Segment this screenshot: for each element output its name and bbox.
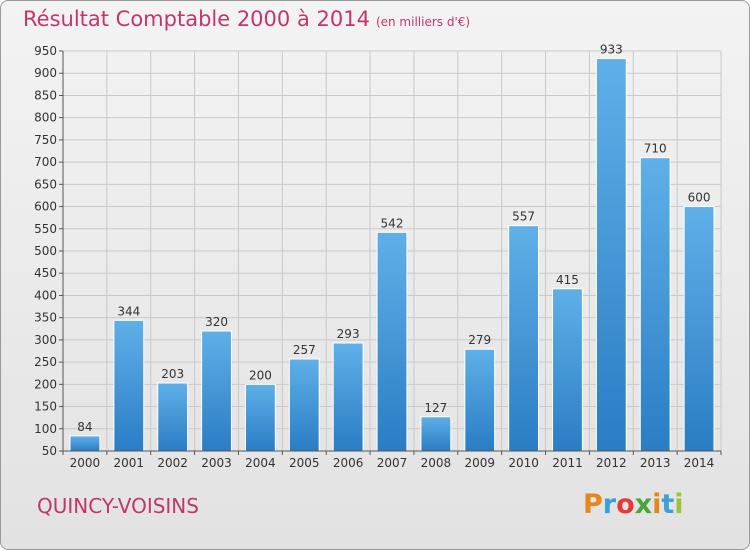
x-tick-label: 2004 (245, 456, 276, 470)
title-text: Résultat Comptable 2000 à 2014 (23, 7, 370, 31)
x-tick-label: 2007 (377, 456, 408, 470)
logo-letter: i (652, 489, 662, 520)
y-tick-label: 250 (34, 355, 57, 369)
y-tick-label: 650 (34, 177, 57, 191)
bar (595, 58, 627, 452)
y-tick-label: 850 (34, 88, 57, 102)
bar (157, 382, 189, 452)
value-label: 933 (600, 43, 623, 57)
value-label: 320 (205, 315, 228, 329)
x-tick-labels: 2000 2001 2002 2003 2004 2005 2006 2007 2008 2009… (70, 456, 715, 470)
y-tick-label: 450 (34, 266, 57, 280)
y-tick-label: 800 (34, 111, 57, 125)
y-tick-label: 400 (34, 288, 57, 302)
bar (332, 342, 364, 452)
x-tick-label: 2013 (640, 456, 671, 470)
commune-name: QUINCY-VOISINS (37, 494, 199, 518)
y-tick-label: 100 (34, 422, 57, 436)
value-label: 710 (644, 142, 667, 156)
value-label: 257 (293, 343, 316, 357)
bar (508, 225, 540, 452)
y-tick-label: 350 (34, 311, 57, 325)
logo-letter: o (616, 489, 635, 520)
y-tick-label: 50 (42, 444, 57, 458)
y-tick-label: 950 (34, 44, 57, 58)
x-tick-label: 2001 (114, 456, 145, 470)
axes (59, 50, 722, 455)
logo-letter: P (583, 489, 603, 520)
x-tick-label: 2005 (289, 456, 320, 470)
bars (69, 58, 715, 452)
x-tick-label: 2006 (333, 456, 364, 470)
proxiti-logo: Proxiti (583, 489, 684, 520)
value-label: 542 (381, 216, 404, 230)
y-tick-label: 300 (34, 333, 57, 347)
x-tick-label: 2000 (70, 456, 101, 470)
x-tick-label: 2012 (596, 456, 627, 470)
value-label: 415 (556, 273, 579, 287)
bar (288, 358, 320, 452)
y-tick-label: 550 (34, 222, 57, 236)
x-tick-label: 2011 (552, 456, 583, 470)
bar (113, 319, 145, 452)
y-tick-label: 500 (34, 244, 57, 258)
title-unit: (en milliers d'€) (375, 15, 471, 29)
value-label: 203 (161, 367, 184, 381)
bar (244, 383, 276, 452)
bar (201, 330, 232, 452)
logo-letter: t (661, 489, 675, 520)
y-tick-label: 900 (34, 66, 57, 80)
x-tick-label: 2008 (421, 456, 452, 470)
y-tick-label: 150 (34, 400, 57, 414)
value-label: 293 (337, 327, 360, 341)
value-label: 600 (688, 191, 711, 205)
value-label: 557 (512, 210, 535, 224)
y-tick-labels: 50 100 150 200 250 300 350 400 450 500 550 600 650 70… (34, 44, 57, 458)
y-tick-label: 200 (34, 377, 57, 391)
y-tick-label: 700 (34, 155, 57, 169)
bar (69, 435, 101, 452)
bar (420, 416, 452, 452)
y-tick-label: 750 (34, 133, 57, 147)
bar (464, 348, 496, 452)
value-label: 344 (117, 304, 140, 318)
value-label: 127 (424, 401, 447, 415)
x-tick-label: 2014 (684, 456, 715, 470)
chart-title: Résultat Comptable 2000 à 2014 (en millie… (23, 7, 470, 31)
x-tick-label: 2002 (157, 456, 188, 470)
value-label: 84 (77, 420, 92, 434)
logo-letter: i (674, 489, 684, 520)
bar (376, 231, 408, 452)
bar (683, 206, 715, 452)
y-tick-label: 600 (34, 200, 57, 214)
x-tick-label: 2003 (201, 456, 232, 470)
x-tick-label: 2009 (464, 456, 495, 470)
x-tick-label: 2010 (508, 456, 539, 470)
bar (552, 288, 583, 452)
bar (639, 157, 671, 452)
value-label: 200 (249, 368, 272, 382)
value-label: 279 (468, 333, 491, 347)
value-labels: 84 344 203 320 200 257 293 542 127 279 557 415 933 71… (77, 43, 710, 434)
logo-letter: r (602, 489, 617, 520)
logo-letter: x (634, 489, 653, 520)
